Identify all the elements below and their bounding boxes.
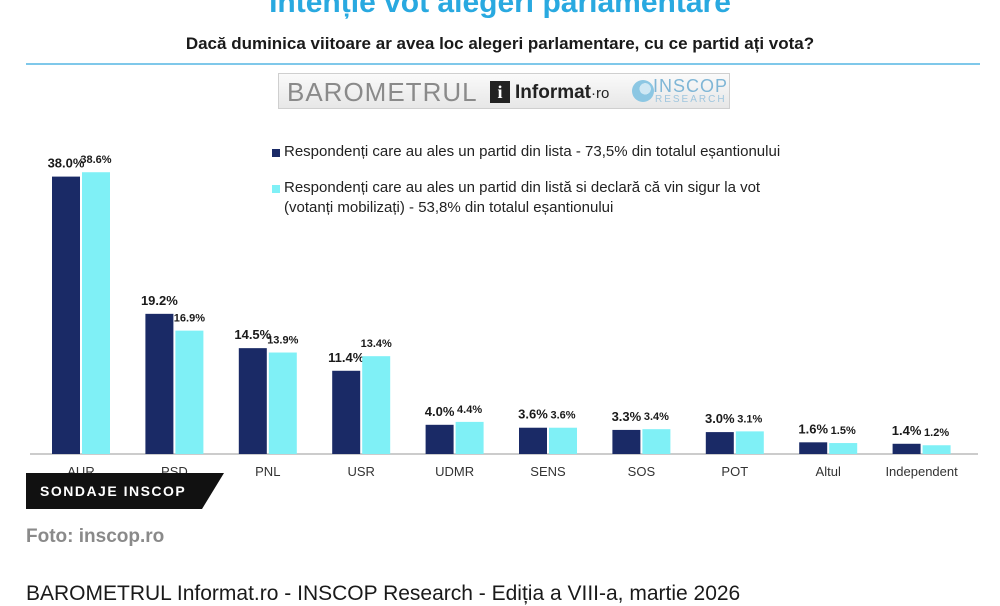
bar-pnl-series-1 [238,348,267,454]
legend-label-series-2b: (votanți mobilizați) - 53,8% din totalul… [284,199,614,216]
legend-swatch-series-2 [272,185,280,193]
data-label-psd-series-2: 16.9% [174,313,205,325]
bar-psd-series-2 [175,330,204,454]
legend-swatch-series-1 [272,149,280,157]
legend-label-series-2a: Respondenți care au ales un partid din l… [284,179,761,196]
data-label-altul-series-1: 1.6% [798,421,828,436]
data-label-pnl-series-1: 14.5% [234,327,271,342]
sponsor-logos: BAROMETRUL i Informat·ro INSCOP RESEARCH [278,73,730,109]
chart-title: Intenție vot alegeri parlamentare [269,0,731,19]
bar-aur-series-2 [82,172,110,454]
data-label-usr-series-1: 11.4% [328,350,365,365]
category-label-pot: POT [721,464,748,479]
bar-pnl-series-2 [268,352,297,454]
data-label-aur-series-1: 38.0% [48,156,85,171]
article-caption: BAROMETRUL Informat.ro - INSCOP Research… [26,582,741,605]
informat-logo-suffix: ·ro [591,85,610,102]
category-label-sos: SOS [628,464,656,479]
data-label-pot-series-2: 3.1% [737,413,762,425]
bar-independent-series-2 [922,445,951,454]
category-label-udmr: UDMR [435,464,474,479]
legend-item-series-1: Respondenți care au ales un partid din l… [272,142,781,162]
data-label-udmr-series-2: 4.4% [457,404,482,416]
data-label-altul-series-2: 1.5% [831,425,856,437]
category-label-pnl: PNL [255,464,280,479]
data-label-usr-series-2: 13.4% [361,338,392,350]
data-label-pnl-series-2: 13.9% [267,335,298,347]
chart-subtitle: Dacă duminica viitoare ar avea loc alege… [185,34,815,53]
bar-sens-series-1 [519,427,547,454]
bar-pot-series-2 [735,431,764,454]
inscop-logo: INSCOP [653,76,729,96]
photo-credit: Foto: inscop.ro [26,526,165,547]
category-label-altul: Altul [816,464,841,479]
bar-usr-series-1 [332,370,361,454]
data-label-independent-series-1: 1.4% [892,423,922,438]
bar-sos-series-2 [642,429,671,454]
bar-altul-series-1 [799,442,828,454]
data-label-sens-series-2: 3.6% [550,410,575,422]
data-label-sos-series-1: 3.3% [612,409,642,424]
bar-altul-series-2 [829,443,858,454]
informat-logo-text: Informat [515,82,591,103]
header-divider [26,63,980,65]
barometrul-logo: BAROMETRUL [287,77,478,107]
bar-pot-series-1 [705,432,734,454]
bar-psd-series-1 [145,313,174,454]
inscop-research-text: RESEARCH [655,94,727,105]
data-label-udmr-series-1: 4.0% [425,404,455,419]
data-label-pot-series-1: 3.0% [705,411,735,426]
bar-usr-series-2 [362,356,391,454]
category-label-sens: SENS [530,464,566,479]
bar-independent-series-1 [892,443,921,454]
bar-udmr-series-1 [425,424,454,454]
legend-label-series-1: Respondenți care au ales un partid din l… [284,143,781,160]
data-label-psd-series-1: 19.2% [141,293,178,308]
data-label-sens-series-1: 3.6% [518,407,548,422]
bar-udmr-series-2 [455,421,484,454]
data-label-sos-series-2: 3.4% [644,411,669,423]
legend-item-series-2: Respondenți care au ales un partid din l… [272,178,761,218]
category-label-independent: Independent [885,464,958,479]
bar-aur-series-1 [52,176,80,454]
inscop-swoosh-icon [632,80,654,102]
bar-sos-series-1 [612,429,641,454]
data-label-aur-series-2: 38.6% [80,154,111,166]
informat-logo: Informat·ro [515,82,609,104]
bar-sens-series-2 [549,427,577,454]
data-label-independent-series-2: 1.2% [924,427,949,439]
category-label-usr: USR [347,464,374,479]
sondaje-badge[interactable]: SONDAJE INSCOP [26,473,225,509]
informat-i-icon: i [490,81,510,103]
